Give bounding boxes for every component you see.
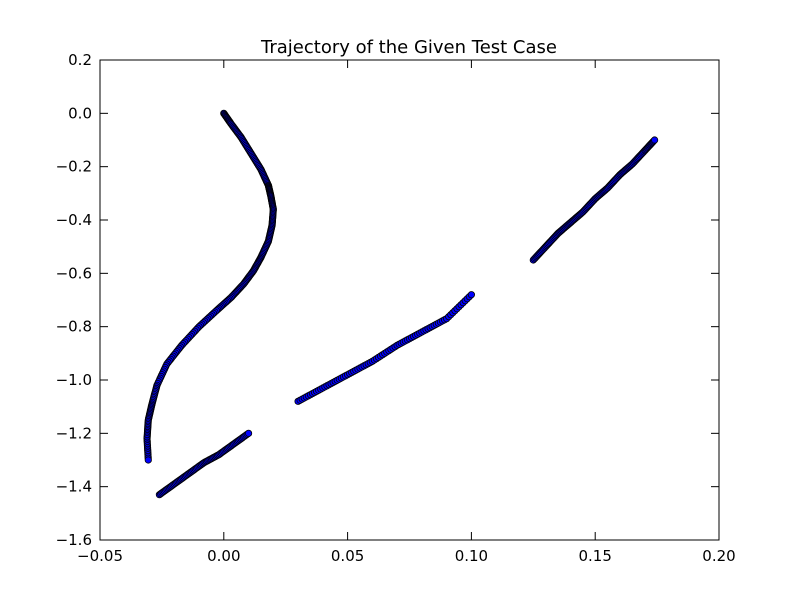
x-tick-label: 0.10 xyxy=(455,547,488,565)
y-tick-label: −0.4 xyxy=(56,211,92,229)
y-tick-label: −0.6 xyxy=(56,264,92,282)
series-1 xyxy=(143,109,277,464)
y-tick-label: 0.2 xyxy=(68,51,92,69)
x-tick-label: −0.05 xyxy=(77,547,123,565)
chart-title: Trajectory of the Given Test Case xyxy=(260,37,557,58)
data-points xyxy=(143,109,659,499)
y-tick-label: −1.2 xyxy=(56,424,92,442)
y-tick-label: 0.0 xyxy=(68,104,92,122)
y-tick-label: −1.0 xyxy=(56,371,92,389)
x-tick-label: 0.20 xyxy=(702,547,735,565)
data-point xyxy=(144,456,152,464)
y-tick-label: −1.4 xyxy=(56,478,92,496)
series-4 xyxy=(529,136,659,264)
x-tick-label: 0.15 xyxy=(578,547,611,565)
y-tick-label: −0.2 xyxy=(56,158,92,176)
data-point xyxy=(467,291,475,299)
series-3 xyxy=(294,291,475,405)
x-tick-label: 0.05 xyxy=(331,547,364,565)
series-2 xyxy=(155,429,253,499)
data-point xyxy=(651,136,659,144)
y-tick-label: −1.6 xyxy=(56,531,92,549)
axis-ticks: −0.05 0.00 0.05 0.10 0.15 0.20 0.2 0.0 −0.2 −0.4 −… xyxy=(56,51,736,565)
plot-area-frame xyxy=(99,59,720,541)
x-tick-label: 0.00 xyxy=(207,547,240,565)
data-point xyxy=(244,429,253,437)
y-tick-label: −0.8 xyxy=(56,318,92,336)
